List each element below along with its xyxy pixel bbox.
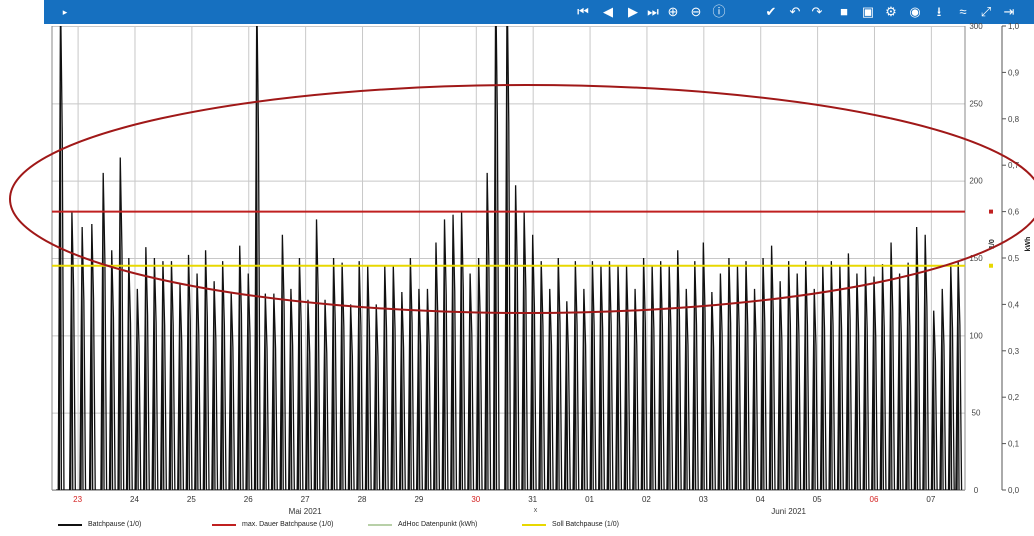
x-tick-label: 05 <box>813 495 822 504</box>
x-tick-label: 06 <box>870 495 879 504</box>
left-axis-tick-label: 200 <box>969 177 983 186</box>
expand-icon[interactable]: ⤢ <box>980 4 992 19</box>
chart-toolbar: ▸ ⏮ ◀ ▶ ⏭ ⊕ ⊖ ⓘ ✔ ↶ ↷ ■ ▣ ⚙ ◉ ⭳ ≈ ⤢ ⇥ <box>44 0 1034 24</box>
step-forward-icon[interactable]: ▶ <box>628 4 638 19</box>
right-axis-tick-label: 0,4 <box>1008 300 1020 309</box>
right-axis-tick-label: 0,9 <box>1008 68 1020 77</box>
right-axis-tick-label: 0,6 <box>1008 208 1020 217</box>
soll-axis-marker <box>989 263 993 268</box>
chart-area: 0501001502002503000,00,10,20,30,40,50,60… <box>9 22 1034 516</box>
x-tick-label: 31 <box>528 495 537 504</box>
undo-icon[interactable]: ↶ <box>789 4 801 19</box>
x-tick-label: 07 <box>926 495 935 504</box>
left-axis-tick-label: 150 <box>969 254 983 263</box>
right-axis-label: kWh <box>1025 237 1032 252</box>
x-tick-label: 27 <box>301 495 310 504</box>
x-axis-marker: x <box>534 507 538 514</box>
step-back-icon[interactable]: ◀ <box>603 4 613 19</box>
save-as-icon[interactable]: ▣ <box>861 4 875 19</box>
x-tick-label: 29 <box>414 495 423 504</box>
inner-axis-label: 1/0 <box>989 239 996 249</box>
left-axis-tick-label: 0 <box>974 486 979 495</box>
x-tick-label: 24 <box>130 495 139 504</box>
zoom-in-icon[interactable]: ⊕ <box>667 4 679 19</box>
left-axis-tick-label: 50 <box>972 409 981 418</box>
right-axis-tick-label: 0,1 <box>1008 440 1020 449</box>
settings-gear-icon[interactable]: ⚙ <box>885 4 897 19</box>
legend-label: AdHoc Datenpunkt (kWh) <box>398 521 478 528</box>
x-tick-label: 23 <box>73 495 82 504</box>
right-axis-tick-label: 1,0 <box>1008 22 1020 31</box>
menu-icon[interactable]: ▸ <box>62 7 68 17</box>
legend: Batchpause (1/0) max. Dauer Batchpause (1… <box>0 518 1034 536</box>
left-axis-tick-label: 250 <box>969 99 983 108</box>
legend-swatch <box>58 524 82 526</box>
right-axis-tick-label: 0,0 <box>1008 486 1020 495</box>
info-icon[interactable]: ⓘ <box>712 4 726 19</box>
x-tick-label: 04 <box>756 495 765 504</box>
right-axis-tick-label: 0,7 <box>1008 161 1020 170</box>
left-axis-tick-label: 300 <box>969 22 983 31</box>
x-tick-label: 30 <box>471 495 480 504</box>
exit-icon[interactable]: ⇥ <box>1003 4 1015 19</box>
month-label: Juni 2021 <box>771 507 806 516</box>
eye-icon[interactable]: ◉ <box>909 4 921 19</box>
x-tick-label: 03 <box>699 495 708 504</box>
right-axis-tick-label: 0,5 <box>1008 254 1020 263</box>
annotation-ellipse <box>9 84 1034 314</box>
legend-label: Batchpause (1/0) <box>88 521 142 528</box>
legend-label: max. Dauer Batchpause (1/0) <box>242 521 334 528</box>
redo-icon[interactable]: ↷ <box>811 4 823 19</box>
skip-to-start-icon[interactable]: ⏮ <box>577 4 589 19</box>
x-tick-label: 02 <box>642 495 651 504</box>
month-label: Mai 2021 <box>289 507 322 516</box>
download-icon[interactable]: ⭳ <box>936 4 942 19</box>
legend-swatch <box>522 524 546 526</box>
zoom-out-icon[interactable]: ⊖ <box>690 4 702 19</box>
x-tick-label: 25 <box>187 495 196 504</box>
legend-label: Soll Batchpause (1/0) <box>552 521 619 528</box>
x-tick-label: 28 <box>358 495 367 504</box>
right-axis-tick-label: 0,3 <box>1008 347 1020 356</box>
max-dauer-axis-marker <box>989 209 993 214</box>
right-axis-tick-label: 0,2 <box>1008 393 1020 402</box>
trend-icon[interactable]: ≈ <box>959 4 967 19</box>
right-axis-tick-label: 0,8 <box>1008 115 1020 124</box>
save-icon[interactable]: ■ <box>840 4 848 19</box>
legend-swatch <box>368 524 392 526</box>
x-tick-label: 26 <box>244 495 253 504</box>
legend-swatch <box>212 524 236 526</box>
left-axis-tick-label: 100 <box>969 331 983 340</box>
x-tick-label: 01 <box>585 495 594 504</box>
skip-to-end-icon[interactable]: ⏭ <box>647 4 659 19</box>
check-icon[interactable]: ✔ <box>765 4 777 19</box>
